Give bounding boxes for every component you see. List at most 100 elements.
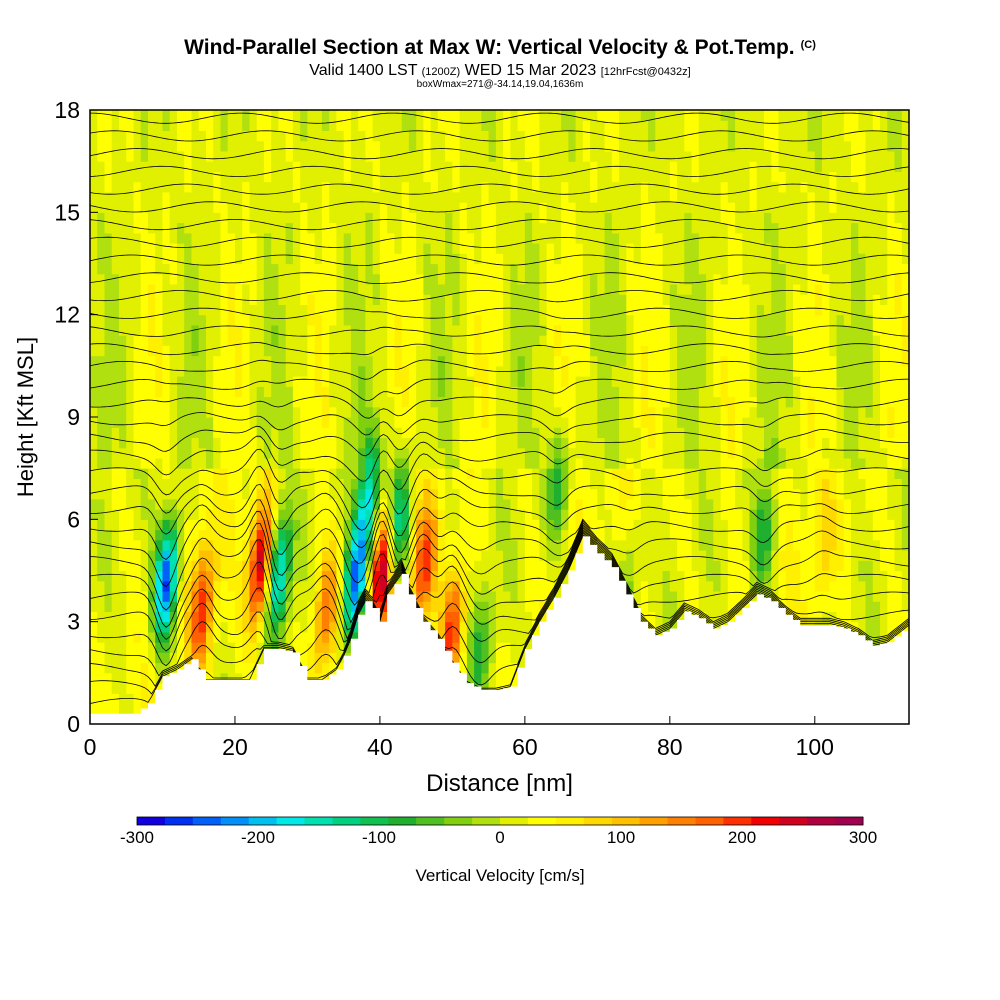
velocity-cell (198, 427, 207, 438)
velocity-cell (677, 243, 685, 254)
velocity-cell (379, 161, 388, 172)
velocity-cell (97, 703, 105, 715)
velocity-cell (379, 232, 388, 244)
velocity-cell (662, 181, 671, 193)
velocity-cell (604, 539, 613, 551)
velocity-cell (619, 488, 627, 500)
velocity-cell (517, 324, 526, 336)
velocity-cell (321, 509, 330, 520)
velocity-cell (227, 161, 236, 172)
velocity-cell (90, 314, 98, 326)
velocity-cell (358, 539, 366, 551)
velocity-cell (655, 284, 664, 295)
velocity-cell (133, 171, 142, 183)
velocity-cell (343, 498, 352, 510)
velocity-cell (336, 427, 345, 438)
velocity-cell (307, 529, 316, 541)
velocity-cell (148, 621, 156, 633)
velocity-cell (321, 498, 330, 510)
velocity-cell (249, 580, 258, 592)
velocity-cell (140, 580, 149, 592)
velocity-cell (140, 314, 149, 326)
velocity-cell (206, 386, 214, 398)
velocity-cell (235, 324, 243, 336)
velocity-cell (619, 304, 627, 316)
velocity-cell (379, 509, 388, 520)
velocity-cell (437, 294, 446, 305)
velocity-cell (321, 468, 330, 479)
velocity-cell (133, 417, 142, 428)
velocity-cell (590, 417, 598, 428)
velocity-cell (285, 355, 294, 367)
velocity-cell (626, 314, 635, 326)
velocity-cell (242, 406, 250, 418)
velocity-cell (336, 294, 345, 305)
velocity-cell (271, 243, 279, 254)
velocity-cell (633, 468, 642, 479)
velocity-cell (271, 386, 279, 398)
velocity-cell (213, 427, 221, 438)
velocity-cell (532, 202, 540, 213)
velocity-cell (611, 140, 620, 152)
velocity-cell (510, 417, 519, 428)
velocity-cell (474, 437, 482, 449)
velocity-cell (474, 253, 482, 265)
velocity-cell (307, 222, 316, 234)
velocity-cell (191, 212, 200, 224)
velocity-cell (445, 621, 453, 633)
velocity-cell (387, 560, 395, 572)
velocity-cell (553, 345, 562, 357)
velocity-cell (539, 365, 548, 377)
velocity-cell (633, 427, 642, 438)
velocity-cell (278, 355, 287, 367)
velocity-cell (590, 232, 598, 244)
velocity-cell (321, 243, 330, 254)
velocity-cell (524, 580, 533, 592)
velocity-cell (329, 519, 337, 531)
velocity-cell (206, 672, 214, 684)
velocity-cell (582, 314, 591, 326)
velocity-cell (169, 457, 178, 469)
velocity-cell (227, 171, 236, 183)
velocity-cell (677, 355, 685, 367)
velocity-cell (198, 171, 207, 183)
velocity-cell (611, 273, 620, 285)
velocity-cell (553, 376, 562, 387)
velocity-cell (307, 202, 316, 213)
velocity-cell (104, 150, 113, 162)
velocity-cell (619, 150, 627, 162)
velocity-cell (452, 631, 461, 643)
velocity-cell (408, 253, 417, 265)
velocity-cell (510, 202, 519, 213)
velocity-cell (329, 202, 337, 213)
velocity-cell (213, 243, 221, 254)
velocity-cell (227, 406, 236, 418)
velocity-cell (162, 652, 171, 664)
velocity-cell (242, 150, 250, 162)
velocity-cell (677, 345, 685, 357)
velocity-cell (655, 191, 664, 203)
velocity-cell (358, 417, 366, 428)
velocity-cell (445, 284, 453, 295)
velocity-cell (111, 601, 120, 612)
velocity-cell (590, 120, 598, 131)
velocity-cell (466, 222, 475, 234)
velocity-cell (350, 191, 359, 203)
velocity-cell (503, 642, 511, 653)
velocity-cell (177, 601, 185, 612)
velocity-cell (524, 539, 533, 551)
velocity-cell (677, 611, 685, 623)
velocity-cell (278, 253, 287, 265)
velocity-cell (408, 263, 417, 275)
velocity-cell (488, 417, 497, 428)
velocity-cell (198, 161, 207, 172)
velocity-cell (466, 539, 475, 551)
velocity-cell (278, 406, 287, 418)
velocity-cell (140, 417, 149, 428)
velocity-cell (517, 642, 526, 653)
velocity-cell (111, 591, 120, 602)
velocity-cell (321, 232, 330, 244)
velocity-cell (452, 191, 461, 203)
velocity-cell (126, 150, 134, 162)
velocity-cell (350, 110, 359, 121)
